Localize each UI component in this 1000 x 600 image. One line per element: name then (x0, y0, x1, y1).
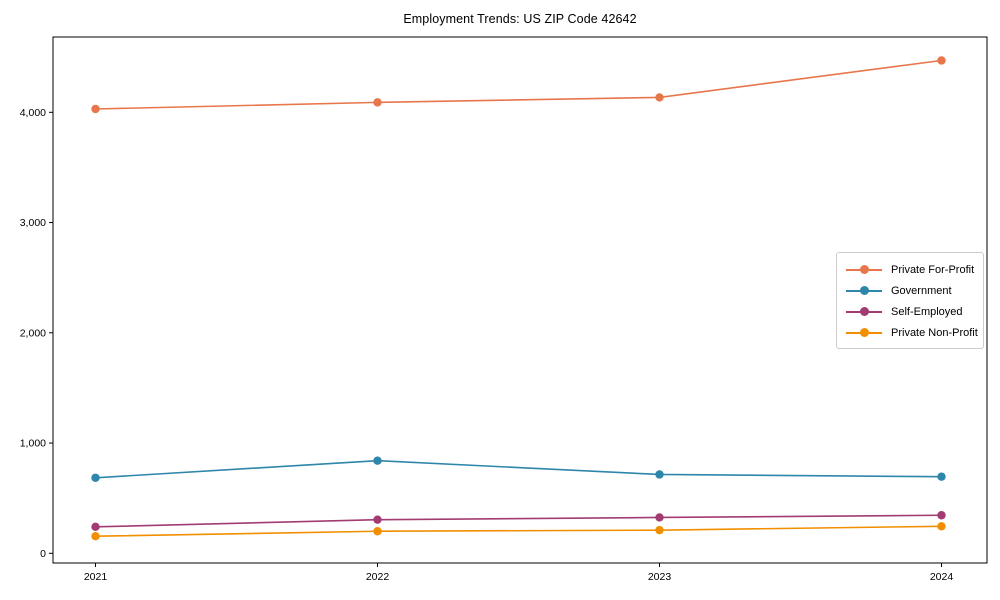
data-point-private-non-profit-2023 (655, 525, 664, 535)
legend: Private For-Profit Government Self-Emplo… (836, 252, 984, 349)
legend-line-sample-icon (846, 286, 882, 295)
data-point-government-2024 (937, 472, 946, 481)
data-point-self-employed-2021 (91, 522, 100, 532)
x-axis-tick-label: 2023 (648, 571, 672, 583)
y-axis-tick-label: 4,000 (20, 107, 46, 119)
data-point-self-employed-2022 (373, 515, 382, 524)
y-axis-tick-label: 0 (40, 548, 46, 560)
series-line-government (95, 459, 942, 479)
series-line-self-employed (95, 514, 942, 528)
legend-line-sample-icon (846, 307, 882, 316)
legend-item-private-non-profit: Private Non-Profit (837, 322, 983, 343)
data-point-private-non-profit-2024 (937, 522, 946, 531)
x-axis-tick-label: 2021 (84, 571, 108, 583)
legend-label: Government (891, 284, 952, 297)
legend-label: Private For-Profit (891, 263, 975, 276)
axes-spines (52, 36, 988, 564)
data-point-private-non-profit-2022 (373, 527, 382, 536)
series-line-private-for-profit (95, 59, 942, 110)
data-point-private-non-profit-2021 (91, 532, 100, 541)
data-point-private-for-profit-2023 (655, 93, 664, 102)
legend-label: Self-Employed (891, 305, 963, 318)
data-point-government-2022 (373, 456, 382, 465)
data-point-private-for-profit-2024 (937, 56, 946, 65)
legend-item-government: Government (837, 280, 983, 301)
data-point-self-employed-2024 (937, 511, 946, 520)
legend-label: Private Non-Profit (891, 326, 978, 339)
legend-item-private-for-profit: Private For-Profit (837, 259, 983, 280)
legend-marker-icon (859, 328, 869, 337)
legend-item-self-employed: Self-Employed (837, 301, 983, 322)
series-line-private-non-profit (95, 525, 942, 538)
legend-marker-icon (859, 286, 869, 295)
data-point-private-for-profit-2022 (373, 98, 382, 107)
legend-marker-icon (859, 307, 869, 316)
x-axis-tick-label: 2024 (930, 571, 954, 583)
data-point-government-2023 (655, 470, 664, 479)
data-point-self-employed-2023 (655, 513, 664, 522)
data-point-government-2021 (91, 473, 100, 482)
y-axis-tick-label: 2,000 (20, 327, 46, 339)
y-axis-tick-label: 3,000 (20, 217, 46, 229)
data-point-private-for-profit-2021 (91, 104, 100, 114)
legend-line-sample-icon (846, 328, 882, 337)
legend-marker-icon (859, 265, 869, 274)
chart-title: Employment Trends: US ZIP Code 42642 (403, 12, 637, 26)
x-axis-tick-label: 2022 (366, 571, 390, 583)
legend-line-sample-icon (846, 265, 882, 274)
y-axis-tick-label: 1,000 (20, 438, 46, 450)
